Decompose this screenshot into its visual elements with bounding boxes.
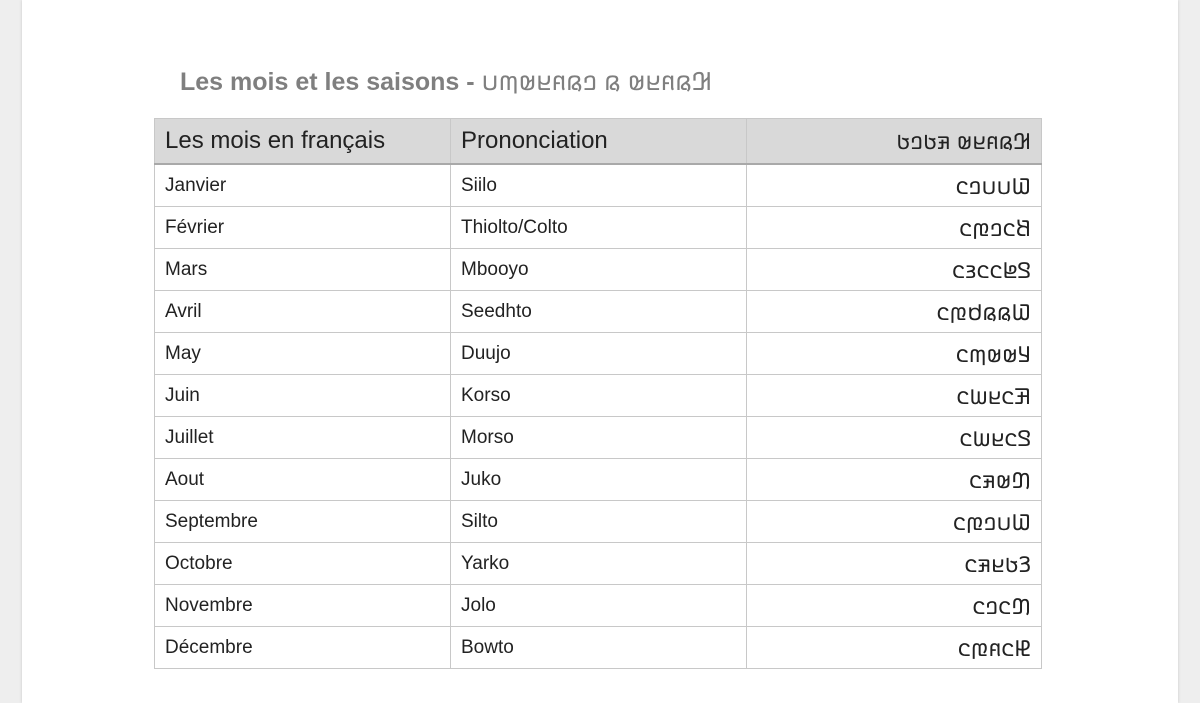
month-adlam: 𞤅𞤭𞤤𞤼𞤮 bbox=[746, 500, 1042, 543]
month-pronunciation: Thiolto/Colto bbox=[450, 206, 747, 249]
month-french: Septembre bbox=[154, 500, 451, 543]
month-adlam: 𞤅𞤭𞤭𞤤𞤮 bbox=[746, 163, 1042, 207]
table-row: Janvier Siilo 𞤅𞤭𞤭𞤤𞤮 bbox=[154, 163, 1042, 207]
table-row: Octobre Yarko 𞤒𞤢𞤪𞤳𞤮 bbox=[154, 542, 1042, 585]
month-adlam: 𞤑𞤮𞤪𞤧𞤮 bbox=[746, 374, 1042, 417]
table-row: Décembre Bowto 𞤄𞤮𞤱𞤼𞤮 bbox=[154, 626, 1042, 669]
month-pronunciation: Seedhto bbox=[450, 290, 747, 333]
month-pronunciation: Bowto bbox=[450, 626, 747, 669]
month-pronunciation: Korso bbox=[450, 374, 747, 417]
month-french: Juin bbox=[154, 374, 451, 417]
month-french: Décembre bbox=[154, 626, 451, 669]
table-row: Avril Seedhto 𞤅𞤫𞤫𞤯𞤼𞤮 bbox=[154, 290, 1042, 333]
table-row: Mars Mbooyo 𞤃𞤦𞤮𞤮𞤴𞤮 bbox=[154, 248, 1042, 291]
month-adlam: 𞤄𞤮𞤱𞤼𞤮 bbox=[746, 626, 1042, 669]
table-row: Février Thiolto/Colto 𞤕𞤮𞤤𞤼𞤮 bbox=[154, 206, 1042, 249]
title-french: Les mois et les saisons - bbox=[180, 68, 475, 96]
month-adlam: 𞤅𞤫𞤫𞤯𞤼𞤮 bbox=[746, 290, 1042, 333]
month-french: Janvier bbox=[154, 163, 451, 207]
table-row: Septembre Silto 𞤅𞤭𞤤𞤼𞤮 bbox=[154, 500, 1042, 543]
month-adlam: 𞤃𞤦𞤮𞤮𞤴𞤮 bbox=[746, 248, 1042, 291]
month-pronunciation: Siilo bbox=[450, 163, 747, 207]
month-pronunciation: Yarko bbox=[450, 542, 747, 585]
month-french: Aout bbox=[154, 458, 451, 501]
month-adlam: 𞤔𞤵𞤳𞤮 bbox=[746, 458, 1042, 501]
table-header-row: Les mois en français Prononciation 𞤂𞤫𞤱𞤪𞤵… bbox=[154, 118, 1042, 165]
section-title: Les mois et les saisons - 𞤂𞤫𞤱𞤪𞤵 𞤫 𞤤𞤫𞤱𞤪𞤵𞤶… bbox=[180, 64, 712, 98]
title-adlam: 𞤂𞤫𞤱𞤪𞤵 𞤫 𞤤𞤫𞤱𞤪𞤵𞤶𞤭 bbox=[481, 68, 713, 96]
month-french: Novembre bbox=[154, 584, 451, 627]
header-adlam: 𞤂𞤫𞤱𞤪𞤵 𞤳𞤢𞤤𞤢 bbox=[746, 118, 1042, 165]
table-row: Aout Juko 𞤔𞤵𞤳𞤮 bbox=[154, 458, 1042, 501]
month-french: May bbox=[154, 332, 451, 375]
month-french: Février bbox=[154, 206, 451, 249]
month-pronunciation: Juko bbox=[450, 458, 747, 501]
month-pronunciation: Duujo bbox=[450, 332, 747, 375]
month-adlam: 𞤕𞤮𞤤𞤼𞤮 bbox=[746, 206, 1042, 249]
header-french: Les mois en français bbox=[154, 118, 451, 165]
month-french: Mars bbox=[154, 248, 451, 291]
month-adlam: 𞤒𞤢𞤪𞤳𞤮 bbox=[746, 542, 1042, 585]
month-french: Octobre bbox=[154, 542, 451, 585]
month-pronunciation: Morso bbox=[450, 416, 747, 459]
table-row: May Duujo 𞤁𞤵𞤵𞤶𞤮 bbox=[154, 332, 1042, 375]
table-row: Juin Korso 𞤑𞤮𞤪𞤧𞤮 bbox=[154, 374, 1042, 417]
month-pronunciation: Mbooyo bbox=[450, 248, 747, 291]
header-pronunciation: Prononciation bbox=[450, 118, 747, 165]
months-table: Les mois en français Prononciation 𞤂𞤫𞤱𞤪𞤵… bbox=[154, 118, 1042, 669]
month-french: Juillet bbox=[154, 416, 451, 459]
month-adlam: 𞤁𞤵𞤵𞤶𞤮 bbox=[746, 332, 1042, 375]
table-row: Novembre Jolo 𞤔𞤮𞤤𞤮 bbox=[154, 584, 1042, 627]
month-pronunciation: Jolo bbox=[450, 584, 747, 627]
month-pronunciation: Silto bbox=[450, 500, 747, 543]
month-adlam: 𞤃𞤮𞤪𞤧𞤮 bbox=[746, 416, 1042, 459]
table-row: Juillet Morso 𞤃𞤮𞤪𞤧𞤮 bbox=[154, 416, 1042, 459]
month-french: Avril bbox=[154, 290, 451, 333]
month-adlam: 𞤔𞤮𞤤𞤮 bbox=[746, 584, 1042, 627]
